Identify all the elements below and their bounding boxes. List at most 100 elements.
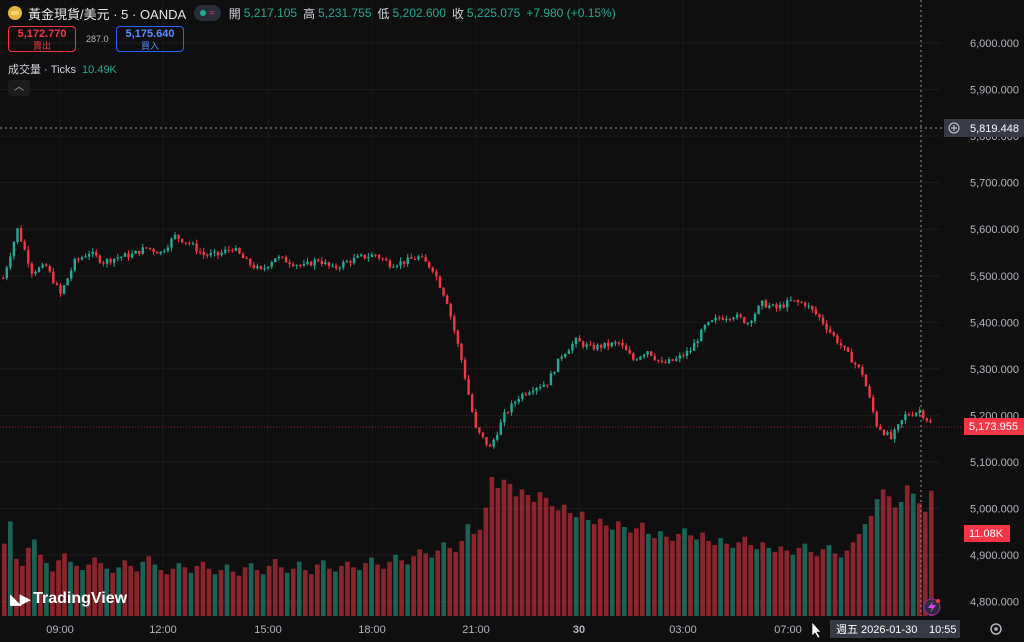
spread-value: 287.0	[86, 34, 109, 44]
volume-bar	[856, 533, 862, 616]
settings-icon[interactable]	[990, 623, 1002, 635]
volume-bar	[754, 549, 760, 616]
candle-body	[231, 249, 234, 251]
candle-body	[334, 265, 338, 269]
candle-body	[478, 427, 481, 433]
candle-body	[639, 356, 642, 360]
candle-body	[610, 342, 613, 347]
candle-body	[77, 258, 80, 260]
candle-body	[352, 257, 356, 263]
coin-icon	[8, 6, 22, 20]
volume-bar	[14, 558, 19, 616]
candle-body	[356, 255, 359, 258]
candle-body	[857, 364, 861, 368]
candle-body	[2, 278, 5, 280]
volume-bar	[158, 570, 164, 616]
candle-body	[277, 256, 281, 259]
candle-body	[732, 317, 735, 320]
candle-body	[728, 318, 732, 320]
candle-body	[592, 344, 596, 350]
candle-body	[188, 242, 191, 244]
sell-button[interactable]: 5,172.770 賣出	[8, 26, 76, 52]
volume-bar	[429, 557, 434, 616]
volume-bar	[742, 536, 747, 616]
volume-bar	[170, 568, 176, 616]
volume-bar	[621, 526, 627, 616]
volume-bar	[86, 564, 91, 616]
volume-legend[interactable]: 成交量 · Ticks 10.49K	[8, 61, 117, 77]
candle-body	[367, 256, 370, 259]
open-label: 開	[228, 6, 241, 21]
buy-button[interactable]: 5,175.640 買入	[116, 26, 184, 52]
volume-bar	[38, 554, 43, 616]
candle-body	[614, 342, 617, 344]
candle-body	[109, 259, 112, 263]
volume-bar	[838, 557, 844, 616]
volume-bar	[116, 567, 121, 616]
volume-bar	[832, 553, 838, 616]
candle-body	[807, 305, 810, 307]
candle-body	[428, 261, 431, 268]
y-tick-label: 4,800.000	[970, 597, 1019, 609]
candle-body	[675, 358, 678, 361]
candle-body	[105, 259, 109, 264]
volume-bar	[411, 556, 416, 616]
volume-bar	[74, 565, 79, 616]
candle-body	[34, 271, 37, 274]
buy-label: 買入	[140, 41, 159, 51]
volume-bar	[555, 510, 561, 616]
candle-body	[223, 249, 227, 253]
candle-body	[413, 259, 417, 261]
candle-body	[621, 342, 624, 346]
candle-body	[918, 410, 921, 413]
volume-bar	[50, 571, 55, 616]
y-tick-label: 5,400.000	[970, 317, 1019, 329]
candle-body	[821, 317, 825, 324]
collapse-legend-button[interactable]: ︿	[8, 80, 30, 96]
candle-body	[775, 304, 778, 309]
volume-bar	[922, 511, 928, 616]
candle-body	[317, 259, 320, 261]
volume-bar	[874, 499, 880, 616]
candle-body	[682, 355, 685, 357]
candle-body	[163, 250, 166, 252]
tradingview-logo-text: TradingView	[33, 590, 128, 607]
volume-bar	[609, 529, 615, 616]
volume-bar	[248, 563, 254, 616]
volume-bar	[140, 561, 146, 616]
x-tick-label: 18:00	[358, 624, 386, 636]
volume-bar	[658, 531, 663, 616]
low-value: 5,202.600	[392, 6, 446, 20]
candle-body	[55, 283, 59, 285]
market-status-pill[interactable]: ≈	[194, 5, 221, 21]
volume-bar	[634, 528, 639, 616]
x-tick-label: 03:00	[669, 624, 697, 636]
last-volume: 11.08K	[969, 528, 1004, 540]
candle-body	[789, 300, 792, 302]
candle-body	[363, 254, 366, 259]
tradingview-mark-icon: ◣▶	[10, 591, 31, 608]
volume-bar	[308, 574, 314, 616]
volume-bar	[646, 533, 651, 616]
candle-body	[438, 276, 442, 288]
candle-body	[442, 287, 445, 296]
volume-bar	[266, 565, 272, 616]
candle-body	[539, 386, 542, 388]
candle-body	[667, 359, 671, 364]
candle-body	[671, 359, 674, 361]
candle-body	[23, 241, 26, 250]
candle-body	[696, 341, 699, 344]
candle-body	[309, 261, 313, 266]
symbol-title[interactable]: 黃金現貨/美元 · 5 · OANDA	[28, 6, 187, 22]
candle-body	[302, 263, 306, 266]
candle-body	[98, 255, 102, 263]
candle-body	[127, 253, 130, 258]
candle-body	[62, 285, 66, 294]
volume-bar	[182, 567, 188, 616]
candle-body	[420, 256, 424, 258]
candle-body	[345, 261, 349, 263]
market-open-dot-icon	[200, 10, 207, 16]
lightning-icon[interactable]	[923, 598, 941, 616]
volume-bar	[327, 568, 332, 616]
